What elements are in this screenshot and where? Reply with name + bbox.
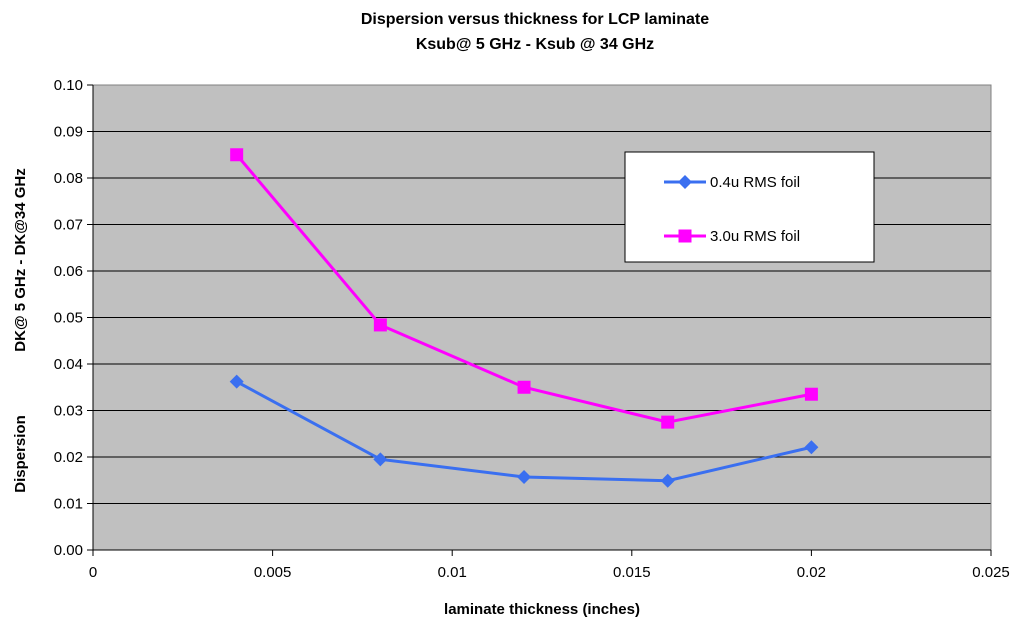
series-layer	[229, 148, 819, 488]
y-tick-label: 0.09	[54, 124, 83, 141]
x-tick-label: 0.01	[438, 564, 467, 581]
legend-marker	[678, 229, 692, 243]
chart-subtitle: Ksub@ 5 GHz - Ksub @ 34 GHz	[416, 36, 654, 53]
y-tick-label: 0.05	[54, 310, 83, 327]
x-tick-label: 0.015	[613, 564, 651, 581]
y-axis-label-left: Dispersion	[12, 415, 29, 493]
series-2	[230, 148, 818, 429]
y-tick-label: 0.08	[54, 170, 83, 187]
data-point	[804, 440, 819, 455]
y-tick-label: 0.06	[54, 263, 83, 280]
axes	[87, 84, 992, 556]
legend-label: 3.0u RMS foil	[710, 228, 800, 245]
chart-title: Dispersion versus thickness for LCP lami…	[361, 11, 709, 28]
legend-box	[624, 151, 875, 263]
data-point	[661, 415, 675, 429]
legend-label: 0.4u RMS foil	[710, 174, 800, 191]
x-tick-label: 0.02	[797, 564, 826, 581]
x-tick-label: 0.025	[972, 564, 1010, 581]
data-point	[373, 452, 388, 467]
y-tick-label: 0.01	[54, 496, 83, 513]
y-tick-labels: 0.00 0.01 0.02 0.03 0.04 0.05 0.06 0.07 0.08 0.09…	[54, 77, 83, 559]
data-point	[373, 318, 387, 332]
y-axis-label-right: DK@ 5 GHz - DK@34 GHz	[12, 168, 29, 351]
y-tick-label: 0.00	[54, 542, 83, 559]
data-point	[804, 387, 818, 401]
y-tick-label: 0.07	[54, 217, 83, 234]
legend: 0.4u RMS foil 3.0u RMS foil	[624, 151, 875, 263]
y-tick-label: 0.03	[54, 403, 83, 420]
x-tick-labels: 0 0.005 0.01 0.015 0.02 0.025	[89, 564, 1010, 581]
series-1	[229, 374, 819, 488]
data-point	[517, 380, 531, 394]
y-tick-label: 0.04	[54, 356, 83, 373]
x-tick-label: 0.005	[254, 564, 292, 581]
x-axis-label: laminate thickness (inches)	[444, 601, 640, 618]
y-tick-label: 0.02	[54, 449, 83, 466]
legend-marker	[678, 175, 692, 189]
data-point	[517, 469, 532, 484]
data-point	[660, 473, 675, 488]
x-tick-label: 0	[89, 564, 97, 581]
data-point	[229, 374, 244, 389]
data-point	[230, 148, 244, 162]
y-tick-label: 0.10	[54, 77, 83, 94]
